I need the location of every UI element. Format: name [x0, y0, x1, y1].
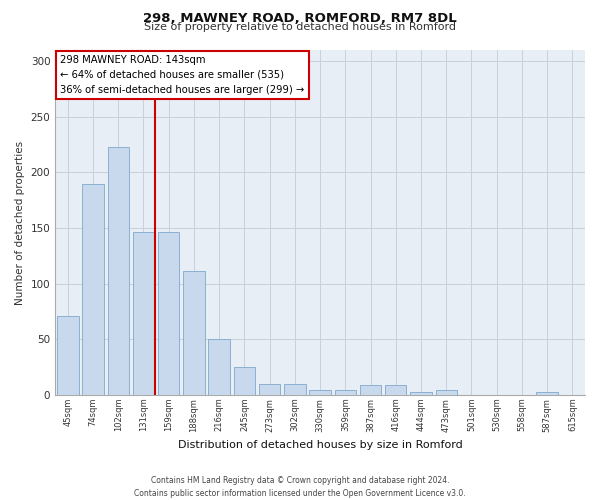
- Text: Size of property relative to detached houses in Romford: Size of property relative to detached ho…: [144, 22, 456, 32]
- Bar: [158, 232, 179, 395]
- Bar: [436, 390, 457, 395]
- Bar: [284, 384, 305, 395]
- Bar: [410, 392, 432, 395]
- Bar: [107, 147, 129, 395]
- Bar: [536, 392, 558, 395]
- X-axis label: Distribution of detached houses by size in Romford: Distribution of detached houses by size …: [178, 440, 463, 450]
- Y-axis label: Number of detached properties: Number of detached properties: [15, 140, 25, 304]
- Bar: [233, 367, 255, 395]
- Bar: [208, 340, 230, 395]
- Bar: [133, 232, 154, 395]
- Bar: [310, 390, 331, 395]
- Bar: [82, 184, 104, 395]
- Bar: [259, 384, 280, 395]
- Bar: [385, 385, 406, 395]
- Bar: [57, 316, 79, 395]
- Bar: [335, 390, 356, 395]
- Bar: [183, 272, 205, 395]
- Bar: [360, 385, 381, 395]
- Text: 298, MAWNEY ROAD, ROMFORD, RM7 8DL: 298, MAWNEY ROAD, ROMFORD, RM7 8DL: [143, 12, 457, 26]
- Text: Contains HM Land Registry data © Crown copyright and database right 2024.
Contai: Contains HM Land Registry data © Crown c…: [134, 476, 466, 498]
- Text: 298 MAWNEY ROAD: 143sqm
← 64% of detached houses are smaller (535)
36% of semi-d: 298 MAWNEY ROAD: 143sqm ← 64% of detache…: [61, 55, 305, 95]
